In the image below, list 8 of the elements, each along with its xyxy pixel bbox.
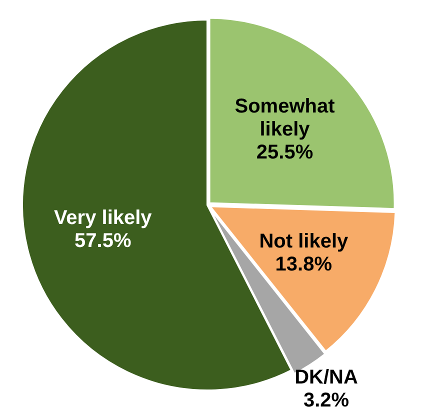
data-label: 57.5%	[74, 230, 132, 252]
data-label: 25.5%	[256, 142, 314, 164]
slice-label: Somewhat likely	[234, 96, 336, 141]
data-label: 13.8%	[275, 253, 332, 276]
slice-label: Not likely	[259, 230, 349, 252]
slice-label: Very likely	[54, 207, 153, 230]
data-label: 3.2%	[303, 390, 350, 412]
slice-label: DK/NA	[294, 366, 358, 389]
